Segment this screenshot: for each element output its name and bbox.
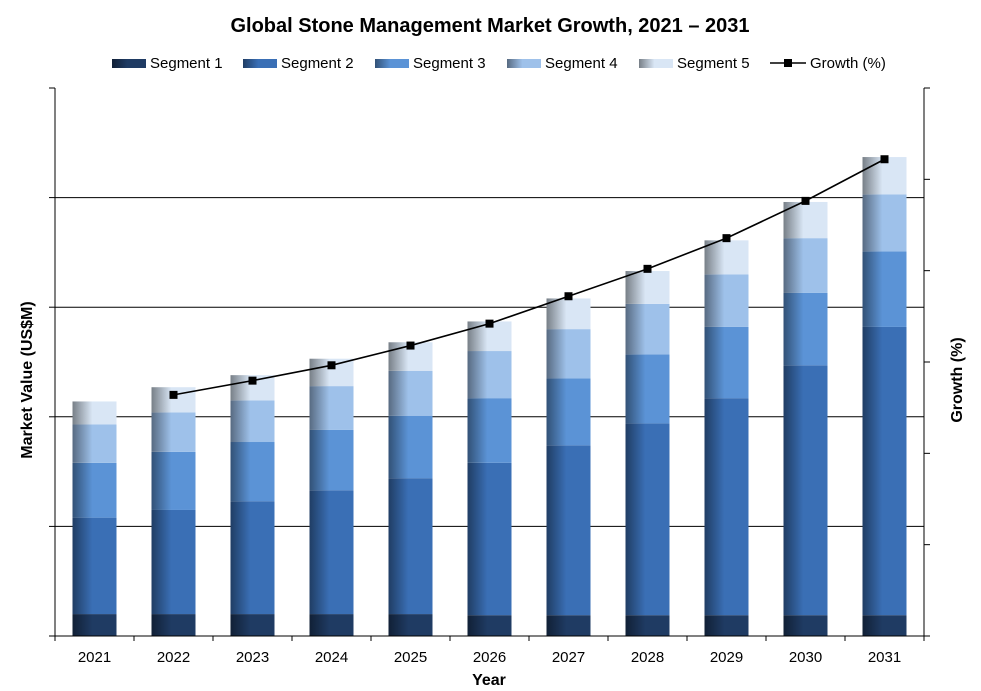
bar-segment <box>388 370 433 416</box>
legend-label: Segment 1 <box>150 55 223 72</box>
bar-segment <box>151 412 196 452</box>
legend-label: Growth (%) <box>810 55 886 72</box>
bar-segment <box>862 615 907 636</box>
x-tick-label: 2026 <box>473 649 506 666</box>
legend-label: Segment 2 <box>281 55 354 72</box>
bar-segment <box>309 386 354 430</box>
bar-segment <box>388 415 433 479</box>
bar-segment <box>72 462 117 518</box>
bar-segment <box>625 303 670 355</box>
legend-line-marker <box>784 59 792 67</box>
bar-segment <box>625 423 670 616</box>
bar-segment <box>546 445 591 616</box>
bar-segment <box>704 615 749 636</box>
x-tick-label: 2021 <box>78 649 111 666</box>
bar-segment <box>546 329 591 379</box>
bar-segment <box>467 615 512 636</box>
bar-segment <box>388 614 433 636</box>
legend-label: Segment 5 <box>677 55 750 72</box>
bar-segment <box>704 326 749 399</box>
x-tick-label: 2028 <box>631 649 664 666</box>
bar-segment <box>72 424 117 463</box>
bar-segment <box>783 292 828 366</box>
bar-segment <box>546 298 591 330</box>
growth-point <box>327 361 336 370</box>
bar-segment <box>704 240 749 275</box>
legend-swatch <box>375 59 409 68</box>
bar-segment <box>625 615 670 636</box>
bar-segment <box>862 326 907 616</box>
bar-segment <box>467 351 512 399</box>
growth-point <box>801 196 810 205</box>
bar-segment <box>783 365 828 616</box>
bar-segment <box>230 442 275 502</box>
x-tick-label: 2031 <box>868 649 901 666</box>
growth-point <box>564 292 573 301</box>
bar-segment <box>625 271 670 304</box>
bar-segment <box>546 615 591 636</box>
axes: 2021 2022 2023 2024 2025 2026 2027 2028 2029 2030… <box>49 87 930 666</box>
bar-segment <box>151 614 196 636</box>
growth-point <box>643 264 652 273</box>
x-tick-label: 2029 <box>710 649 743 666</box>
bar-segment <box>625 354 670 424</box>
bar-segment <box>151 451 196 510</box>
bar-segment <box>72 401 117 425</box>
y-axis-title: Market Value (US$M) <box>19 301 36 458</box>
growth-line <box>169 155 889 399</box>
bar-segment <box>704 398 749 616</box>
bar-segment <box>230 501 275 615</box>
x-tick-label: 2030 <box>789 649 822 666</box>
x-tick-label: 2022 <box>157 649 190 666</box>
bar-segment <box>230 400 275 443</box>
x-tick-label: 2025 <box>394 649 427 666</box>
legend-label: Segment 4 <box>545 55 618 72</box>
bar-segment <box>546 378 591 446</box>
legend-label: Segment 3 <box>413 55 486 72</box>
bar-segment <box>704 274 749 327</box>
bar-segment <box>862 251 907 327</box>
x-axis-title: Year <box>472 672 506 689</box>
bar-segment <box>388 478 433 615</box>
chart-title: Global Stone Management Market Growth, 2… <box>230 15 749 37</box>
bar-segment <box>309 429 354 491</box>
growth-point <box>169 390 178 399</box>
x-tick-label: 2024 <box>315 649 348 666</box>
bar-segment <box>309 614 354 636</box>
bar-segment <box>72 517 117 615</box>
bar-segment <box>783 615 828 636</box>
growth-line-path <box>173 158 885 396</box>
bar-segment <box>72 614 117 636</box>
growth-point <box>248 376 257 385</box>
bar-segment <box>230 614 275 636</box>
legend-swatch <box>507 59 541 68</box>
growth-point <box>485 319 494 328</box>
x-tick-label: 2027 <box>552 649 585 666</box>
legend: Segment 1 Segment 2 Segment 3 Segment 4 Segm… <box>112 55 886 72</box>
growth-point <box>722 234 731 243</box>
growth-point <box>406 341 415 350</box>
bar-segment <box>467 398 512 463</box>
y2-axis-title: Growth (%) <box>949 337 966 422</box>
bar-segment <box>862 194 907 252</box>
legend-swatch <box>639 59 673 68</box>
bar-segment <box>151 509 196 615</box>
bar-segment <box>862 157 907 195</box>
growth-point <box>880 155 889 164</box>
legend-swatch <box>112 59 146 68</box>
bar-segment <box>467 462 512 616</box>
bars <box>72 157 907 636</box>
x-tick-label: 2023 <box>236 649 269 666</box>
bar-segment <box>783 238 828 293</box>
legend-swatch <box>243 59 277 68</box>
bar-segment <box>309 490 354 615</box>
